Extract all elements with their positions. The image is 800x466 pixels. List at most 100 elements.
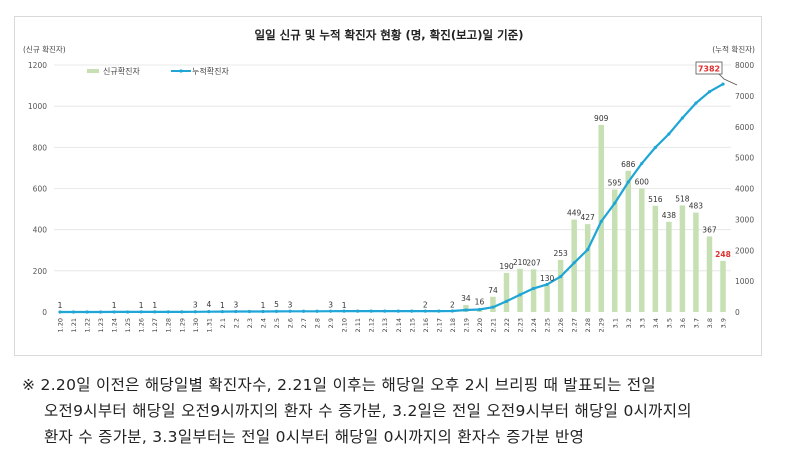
line-point <box>383 309 387 313</box>
bar-data-label: 595 <box>608 179 623 188</box>
line-point <box>71 310 76 314</box>
x-tick-label: 2.2 <box>232 318 240 328</box>
x-tick-label: 2.9 <box>327 318 335 328</box>
bar-data-label: 3 <box>288 300 293 309</box>
bar-data-label: 483 <box>689 202 704 211</box>
left-tick-label: 600 <box>33 185 48 194</box>
x-tick-label: 1.30 <box>192 318 200 332</box>
right-axis-ticks: 0 1000 2000 3000 4000 5000 6000 7000 8000 <box>735 61 754 317</box>
bar <box>666 221 672 312</box>
right-axis-label: (누적 확진자) <box>712 44 755 54</box>
x-tick-label: 2.21 <box>489 318 497 332</box>
x-tick-label: 1.26 <box>138 318 146 332</box>
left-axis-ticks: 0 200 400 600 800 1000 1200 <box>28 61 47 317</box>
x-tick-label: 2.29 <box>598 318 606 332</box>
line-point <box>586 247 590 252</box>
footnote-text-3: 환자 수 증가분, 3.3일부터는 전일 0시부터 해당일 0시까지의 환자수 … <box>44 428 585 446</box>
left-tick-label: 1200 <box>28 61 47 70</box>
bar-data-label: 4 <box>206 300 211 309</box>
x-tick-label: 2.3 <box>246 318 254 328</box>
line-point <box>207 310 211 314</box>
x-tick-label: 1.25 <box>124 318 132 332</box>
x-tick-label: 1.22 <box>84 318 92 332</box>
line-point <box>545 282 549 287</box>
x-tick-label: 2.7 <box>300 318 308 328</box>
footnote-text-2: 오전9시부터 해당일 오전9시까지의 환자 수 증가분, 3.2일은 전일 오전… <box>44 402 692 420</box>
bar <box>530 269 537 312</box>
x-tick-label: 3.6 <box>679 318 687 328</box>
bar-data-label: 449 <box>567 209 582 218</box>
line-point <box>680 116 685 120</box>
line-point <box>153 310 157 314</box>
chart-frame: 일일 신규 및 누적 확진자 현황 (명, 확진(보고)일 기준) (신규 확진… <box>14 16 762 356</box>
x-tick-label: 1.29 <box>178 318 186 332</box>
left-tick-label: 200 <box>33 267 48 276</box>
right-tick-label: 1000 <box>735 277 754 286</box>
line-point <box>288 309 292 313</box>
x-tick-label: 2.10 <box>341 318 349 332</box>
x-tick-label: 2.15 <box>408 318 416 332</box>
legend-swatch-bar <box>87 69 99 73</box>
footnote-line-3: 환자 수 증가분, 3.3일부터는 전일 0시부터 해당일 0시까지의 환자수 … <box>44 425 584 447</box>
bar <box>544 285 550 312</box>
x-tick-label: 3.1 <box>611 318 619 328</box>
bar-data-label: 1 <box>58 301 63 310</box>
x-tick-label: 1.24 <box>111 318 119 332</box>
x-tick-label: 2.19 <box>462 318 470 332</box>
line-point <box>626 180 630 184</box>
bar-data-label: 190 <box>499 262 514 271</box>
x-tick-label: 2.27 <box>571 318 579 332</box>
line-point <box>126 310 130 314</box>
bar-data-label: 2 <box>423 301 428 310</box>
bar <box>598 124 604 313</box>
callout-value: 7382 <box>698 65 720 74</box>
callout-pointer <box>717 72 738 86</box>
bar <box>679 205 686 312</box>
line-point <box>369 309 373 313</box>
left-tick-label: 1000 <box>28 102 47 111</box>
line-point <box>315 309 319 313</box>
x-tick-label: 3.9 <box>720 318 728 328</box>
bar-data-label: 1 <box>152 301 157 310</box>
line-point <box>667 132 671 136</box>
bar-data-label: 3 <box>193 300 198 309</box>
cumulative-line <box>60 83 724 314</box>
x-tick-label: 3.2 <box>625 318 633 328</box>
line-point <box>477 307 482 312</box>
line-point <box>504 299 509 303</box>
line-point <box>301 309 306 313</box>
bar <box>652 205 659 312</box>
bar-data-label: 16 <box>475 298 485 307</box>
x-tick-label: 1.20 <box>57 318 65 332</box>
bar-data-label: 34 <box>461 294 471 303</box>
x-tick-label: 2.5 <box>273 318 281 328</box>
callout-box <box>695 61 723 75</box>
bar <box>706 236 713 312</box>
bar-data-label: 5 <box>274 300 279 309</box>
x-axis-labels: 1.20 1.21 1.22 1.23 1.24 1.25 1.26 1.27 1.28 1.29… <box>57 318 728 332</box>
line-point <box>640 161 644 166</box>
line-point <box>653 145 657 150</box>
bar-data-label: 248 <box>715 250 731 259</box>
right-tick-label: 0 <box>735 308 740 317</box>
line-point <box>721 82 725 86</box>
chart: 일일 신규 및 누적 확진자 현황 (명, 확진(보고)일 기준) (신규 확진… <box>23 28 755 332</box>
line-point <box>410 309 414 313</box>
line-point <box>599 219 603 224</box>
line-point <box>261 309 265 314</box>
left-tick-label: 0 <box>42 308 47 317</box>
x-tick-label: 2.6 <box>287 318 295 328</box>
line-point <box>464 308 468 312</box>
x-tick-label: 2.23 <box>517 318 525 332</box>
line-point <box>342 309 346 313</box>
bar <box>693 212 699 312</box>
line-point <box>356 309 360 313</box>
x-tick-label: 3.8 <box>706 318 714 328</box>
bar-data-label: 207 <box>526 258 541 267</box>
bar-data-label: 2 <box>450 301 455 310</box>
line-point <box>396 309 400 313</box>
line-point <box>491 305 495 309</box>
right-tick-label: 3000 <box>735 215 754 224</box>
x-tick-label: 2.8 <box>314 318 322 328</box>
line-point <box>274 309 279 313</box>
